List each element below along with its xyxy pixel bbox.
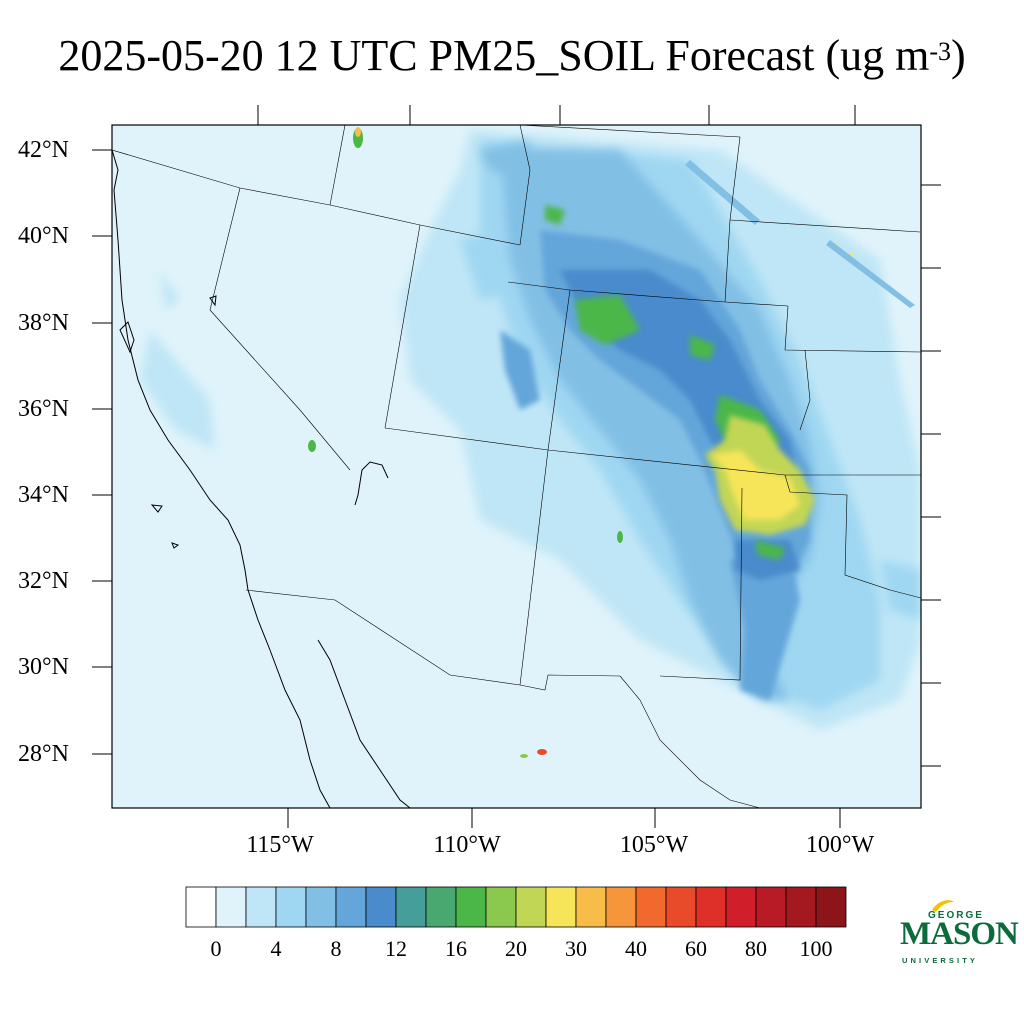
colorbar-label: 8 bbox=[330, 936, 342, 961]
map-frame bbox=[111, 124, 922, 809]
logo-line-university: UNIVERSITY bbox=[902, 956, 979, 965]
lon-label-105: 105°W bbox=[619, 832, 689, 858]
lat-label-34: 34°N bbox=[18, 482, 69, 508]
lat-label-30: 30°N bbox=[18, 654, 69, 680]
colorbar-label: 100 bbox=[799, 936, 833, 961]
bottom-ticks bbox=[287, 808, 841, 828]
title-close: ) bbox=[951, 31, 966, 80]
lat-label-36: 36°N bbox=[18, 396, 69, 422]
political-boundaries bbox=[112, 125, 921, 808]
colorbar-label: 20 bbox=[505, 936, 527, 961]
concentration-band-30 bbox=[712, 450, 800, 520]
lat-label-42: 42°N bbox=[18, 137, 69, 163]
lat-label-38: 38°N bbox=[18, 310, 69, 336]
lat-label-40: 40°N bbox=[18, 223, 69, 249]
left-ticks bbox=[92, 149, 112, 755]
title-text: 2025-05-20 12 UTC PM25_SOIL Forecast (ug… bbox=[58, 31, 930, 80]
lon-label-110: 110°W bbox=[433, 832, 501, 858]
right-ticks bbox=[921, 184, 941, 767]
chart-title: 2025-05-20 12 UTC PM25_SOIL Forecast (ug… bbox=[0, 28, 1024, 84]
colorbar-label: 16 bbox=[445, 936, 467, 961]
colorbar-label: 0 bbox=[210, 936, 222, 961]
lat-label-28: 28°N bbox=[18, 741, 69, 767]
colorbar-label: 60 bbox=[685, 936, 707, 961]
coastlines bbox=[112, 149, 411, 808]
gmu-logo: GEORGE MASON UNIVERSITY bbox=[898, 898, 1019, 968]
colorbar-label: 80 bbox=[745, 936, 767, 961]
hotspots bbox=[308, 127, 915, 758]
lon-label-100: 100°W bbox=[805, 832, 875, 858]
logo-flame-icon bbox=[932, 900, 954, 912]
title-superscript: -3 bbox=[929, 37, 951, 66]
top-ticks bbox=[257, 105, 856, 125]
logo-line-george: GEORGE bbox=[928, 910, 984, 921]
logo-line-mason: MASON bbox=[900, 916, 1019, 952]
colorbar-label: 4 bbox=[270, 936, 282, 961]
lat-label-32: 32°N bbox=[18, 568, 69, 594]
lon-label-115: 115°W bbox=[246, 832, 314, 858]
colorbar-label: 30 bbox=[565, 936, 587, 961]
colorbar-label: 12 bbox=[385, 936, 407, 961]
colorbar-label: 40 bbox=[625, 936, 647, 961]
